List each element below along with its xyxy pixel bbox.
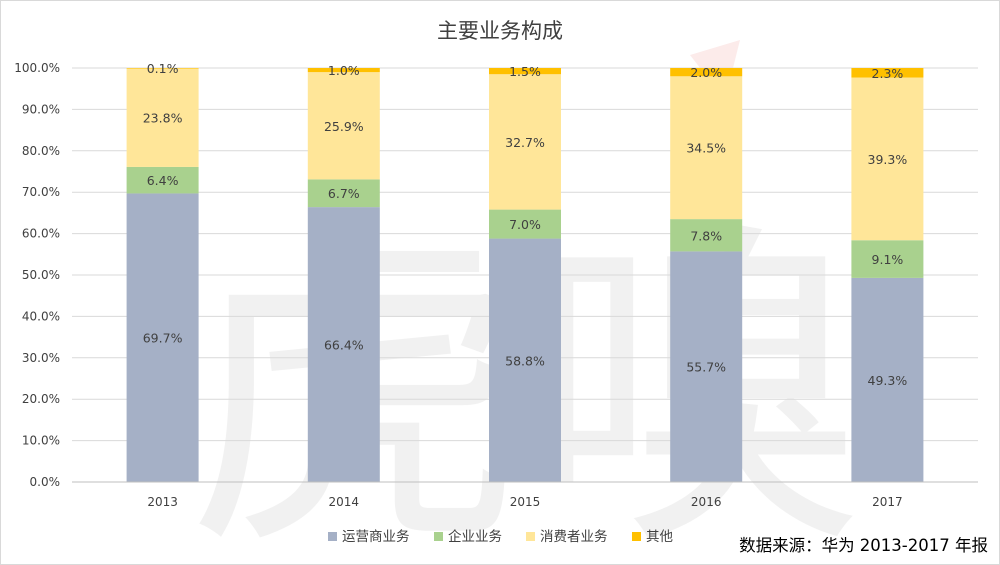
bar-segment-2014-0 bbox=[307, 207, 380, 482]
bar-segment-2013-1 bbox=[126, 166, 199, 194]
data-label: 2.0% bbox=[690, 65, 722, 80]
y-tick-label: 30.0% bbox=[22, 351, 60, 365]
x-tick-label: 2016 bbox=[691, 495, 722, 509]
data-label: 23.8% bbox=[143, 111, 183, 126]
bar-segment-2016-3 bbox=[670, 68, 743, 77]
data-label: 25.9% bbox=[324, 119, 364, 134]
chart-title: 主要业务构成 bbox=[437, 19, 563, 43]
y-tick-label: 80.0% bbox=[22, 144, 60, 158]
data-label: 49.3% bbox=[868, 373, 908, 388]
data-label: 1.5% bbox=[509, 64, 541, 79]
bar-segment-2014-2 bbox=[307, 72, 380, 180]
x-axis-ticks: 2013 2014 2015 2016 2017 bbox=[147, 495, 902, 509]
data-label: 55.7% bbox=[686, 360, 726, 375]
data-labels: 69.7% 6.4% 23.8% 0.1% 66.4% 6.7% 25.9% 1.0% 58.8… bbox=[143, 61, 908, 388]
legend-swatch bbox=[526, 532, 535, 541]
bar-segment-2017-1 bbox=[851, 240, 924, 278]
bar-segment-2014-1 bbox=[307, 179, 380, 208]
y-tick-label: 60.0% bbox=[22, 227, 60, 241]
bar-segment-2013-2 bbox=[126, 68, 199, 167]
data-label: 6.4% bbox=[147, 173, 179, 188]
legend-label: 消费者业务 bbox=[540, 529, 608, 545]
data-label: 58.8% bbox=[505, 353, 545, 368]
legend-label: 运营商业务 bbox=[342, 529, 410, 545]
data-label: 6.7% bbox=[328, 186, 360, 201]
x-tick-label: 2014 bbox=[329, 495, 360, 509]
y-tick-label: 10.0% bbox=[22, 434, 60, 448]
x-tick-label: 2013 bbox=[147, 495, 178, 509]
data-label: 1.0% bbox=[328, 63, 360, 78]
legend-swatch bbox=[632, 532, 641, 541]
data-label: 34.5% bbox=[686, 141, 726, 156]
legend-label: 其他 bbox=[646, 529, 673, 545]
bar-segment-2015-1 bbox=[489, 209, 561, 239]
y-tick-label: 0.0% bbox=[30, 475, 61, 489]
legend-swatch bbox=[328, 532, 337, 541]
data-label: 9.1% bbox=[872, 252, 904, 267]
legend-swatch bbox=[434, 532, 443, 541]
bar-segment-2013-0 bbox=[126, 193, 199, 482]
y-tick-label: 100.0% bbox=[14, 61, 60, 75]
bar-segment-2015-3 bbox=[489, 68, 561, 75]
bar-segment-2017-2 bbox=[851, 77, 924, 241]
bar-segment-2015-0 bbox=[489, 238, 561, 482]
y-axis-ticks: 0.0% 10.0% 20.0% 30.0% 40.0% 50.0% 60.0% 70.0% 8… bbox=[14, 61, 60, 489]
y-tick-label: 50.0% bbox=[22, 268, 60, 282]
bar-segment-2015-2 bbox=[489, 74, 561, 210]
bar-segment-2016-2 bbox=[670, 76, 743, 220]
data-label: 2.3% bbox=[872, 66, 904, 81]
y-tick-label: 40.0% bbox=[22, 309, 60, 323]
legend: 运营商业务 企业业务 消费者业务 其他 bbox=[328, 528, 673, 545]
y-tick-label: 70.0% bbox=[22, 185, 60, 199]
data-label: 7.8% bbox=[690, 228, 722, 243]
y-tick-label: 90.0% bbox=[22, 102, 60, 116]
x-tick-label: 2015 bbox=[510, 495, 541, 509]
bar-segment-2016-1 bbox=[670, 219, 743, 252]
data-label: 0.1% bbox=[147, 61, 179, 76]
data-label: 32.7% bbox=[505, 135, 545, 150]
data-label: 66.4% bbox=[324, 338, 364, 353]
y-tick-label: 20.0% bbox=[22, 392, 60, 406]
bars bbox=[126, 68, 924, 482]
data-label: 39.3% bbox=[868, 152, 908, 167]
data-label: 69.7% bbox=[143, 331, 183, 346]
bar-segment-2017-3 bbox=[851, 68, 924, 78]
bar-segment-2017-0 bbox=[851, 277, 924, 482]
bar-segment-2014-3 bbox=[307, 68, 380, 73]
bar-segment-2013-3 bbox=[126, 68, 199, 69]
x-tick-label: 2017 bbox=[872, 495, 903, 509]
data-label: 7.0% bbox=[509, 217, 541, 232]
bar-segment-2016-0 bbox=[670, 251, 743, 482]
source-note: 数据来源：华为 2013-2017 年报 bbox=[739, 536, 988, 555]
legend-label: 企业业务 bbox=[448, 528, 502, 545]
